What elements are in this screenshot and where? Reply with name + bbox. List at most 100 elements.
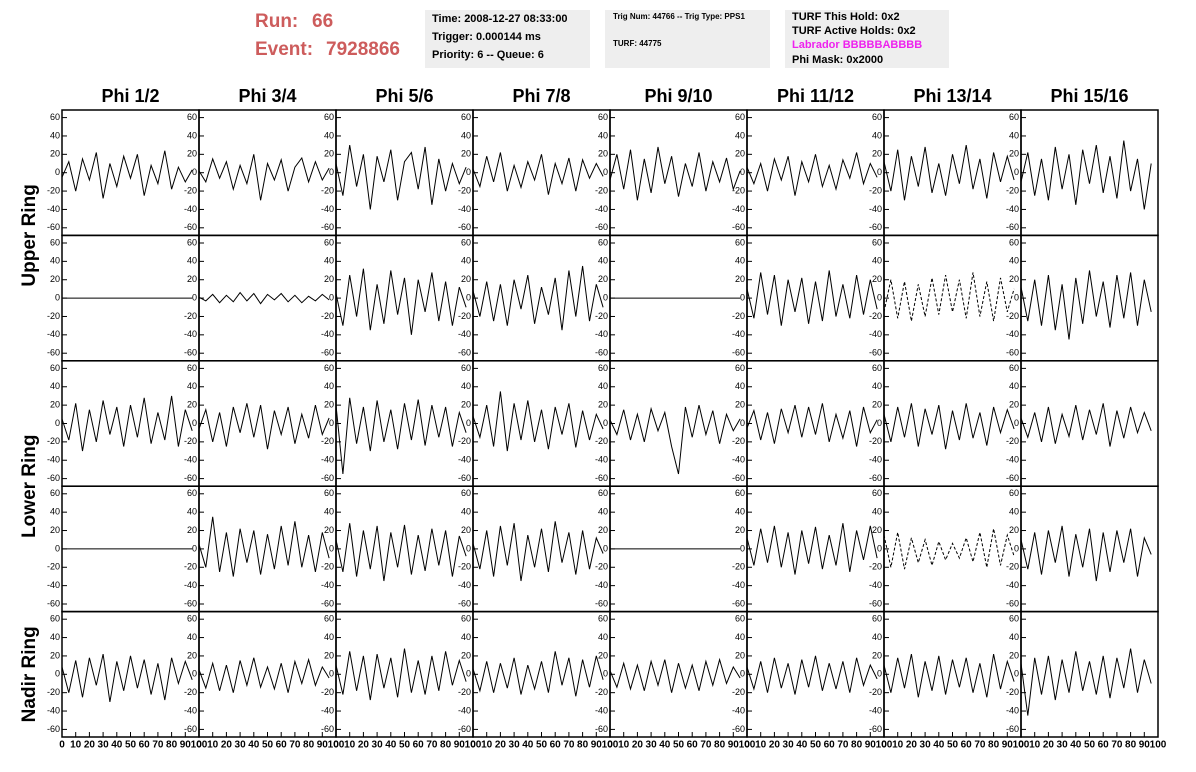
y-tick-label: 20 (461, 525, 471, 535)
panel-frame (335, 234, 474, 362)
y-tick-label: 0 (466, 543, 471, 553)
x-tick-label: 10 (1029, 740, 1041, 751)
y-tick-label: -60 (458, 724, 471, 734)
x-tick-label: 60 (413, 740, 425, 751)
y-tick-label: 40 (872, 381, 882, 391)
y-tick-label: -60 (458, 348, 471, 358)
y-tick-label: -60 (321, 473, 334, 483)
y-tick-label: -40 (1006, 204, 1019, 214)
y-tick-label: 60 (324, 363, 334, 373)
panel-frame (746, 360, 885, 487)
y-tick-label: -20 (184, 311, 197, 321)
y-tick-label: 20 (872, 149, 882, 159)
y-tick-label: 40 (461, 130, 471, 140)
panel-frame (1020, 610, 1159, 738)
panel-frame (746, 234, 885, 362)
y-tick-label: -20 (47, 562, 60, 572)
x-tick-label: 0 (744, 740, 750, 751)
x-tick-label: 10 (618, 740, 630, 751)
y-tick-label: -60 (595, 222, 608, 232)
x-tick-label: 70 (563, 740, 575, 751)
y-tick-label: -60 (321, 222, 334, 232)
y-tick-label: -20 (184, 562, 197, 572)
y-tick-label: 0 (55, 669, 60, 679)
y-tick-label: -40 (458, 455, 471, 465)
x-tick-label: 30 (235, 740, 247, 751)
y-tick-label: -20 (321, 562, 334, 572)
y-tick-label: 60 (50, 112, 60, 122)
panel-frame (609, 109, 748, 237)
y-tick-label: -60 (184, 222, 197, 232)
y-tick-label: 20 (598, 400, 608, 410)
waveform (335, 523, 467, 582)
x-tick-label: 30 (509, 740, 521, 751)
y-tick-label: -20 (47, 687, 60, 697)
panel-frame (1020, 234, 1159, 362)
x-tick-label: 80 (714, 740, 726, 751)
event-number: 7928866 (326, 39, 400, 60)
x-tick-label: 70 (700, 740, 712, 751)
info-text: Trig Num: 44766 -- Trig Type: PPS1 (613, 12, 745, 21)
panel-frame (1020, 109, 1159, 237)
y-tick-label: 60 (598, 112, 608, 122)
y-tick-label: -20 (595, 687, 608, 697)
y-tick-label: 0 (192, 292, 197, 302)
panel-frame (61, 610, 200, 738)
ring-label: Nadir Ring (19, 626, 40, 722)
x-tick-label: 80 (1125, 740, 1137, 751)
y-tick-label: 0 (603, 669, 608, 679)
x-tick-label: 40 (385, 740, 397, 751)
y-tick-label: 0 (329, 543, 334, 553)
x-tick-label: 20 (495, 740, 507, 751)
y-tick-label: -40 (184, 580, 197, 590)
y-tick-label: 60 (872, 614, 882, 624)
y-tick-label: 20 (872, 274, 882, 284)
ring-label: Lower Ring (19, 434, 40, 537)
panel-frame (883, 109, 1022, 237)
panel-frame (335, 485, 474, 613)
y-tick-label: 60 (50, 488, 60, 498)
x-tick-label: 40 (796, 740, 808, 751)
y-tick-label: 40 (735, 632, 745, 642)
y-tick-label: -20 (595, 185, 608, 195)
y-tick-label: 20 (187, 400, 197, 410)
y-tick-label: 60 (735, 112, 745, 122)
x-tick-label: 50 (673, 740, 685, 751)
y-tick-label: 40 (187, 507, 197, 517)
waveform (472, 265, 604, 331)
y-tick-label: -20 (47, 185, 60, 195)
panel-frame (472, 485, 611, 613)
y-tick-label: -20 (595, 436, 608, 446)
panel-frame (746, 485, 885, 613)
y-tick-label: 20 (187, 149, 197, 159)
x-tick-label: 70 (974, 740, 986, 751)
y-tick-label: 60 (50, 363, 60, 373)
y-tick-label: 20 (461, 400, 471, 410)
panel-frame (472, 360, 611, 487)
y-tick-label: -40 (869, 705, 882, 715)
y-tick-label: 40 (872, 507, 882, 517)
y-tick-label: -40 (184, 705, 197, 715)
y-tick-label: -40 (1006, 705, 1019, 715)
waveform (746, 403, 878, 447)
y-tick-label: 40 (461, 381, 471, 391)
y-tick-label: 40 (461, 507, 471, 517)
y-tick-label: -20 (732, 562, 745, 572)
column-header: Phi 1/2 (101, 86, 159, 106)
y-tick-label: -60 (732, 222, 745, 232)
y-tick-label: 0 (55, 543, 60, 553)
y-tick-label: 20 (50, 274, 60, 284)
y-tick-label: -40 (732, 455, 745, 465)
y-tick-label: 20 (872, 525, 882, 535)
y-tick-label: 0 (603, 543, 608, 553)
y-tick-label: 60 (461, 614, 471, 624)
y-tick-label: 60 (598, 614, 608, 624)
x-tick-label: 50 (947, 740, 959, 751)
y-tick-label: -60 (458, 598, 471, 608)
y-tick-label: 60 (1009, 614, 1019, 624)
y-tick-label: 40 (598, 632, 608, 642)
y-tick-label: 20 (872, 400, 882, 410)
waveform (472, 521, 604, 582)
x-tick-label: 0 (470, 740, 476, 751)
